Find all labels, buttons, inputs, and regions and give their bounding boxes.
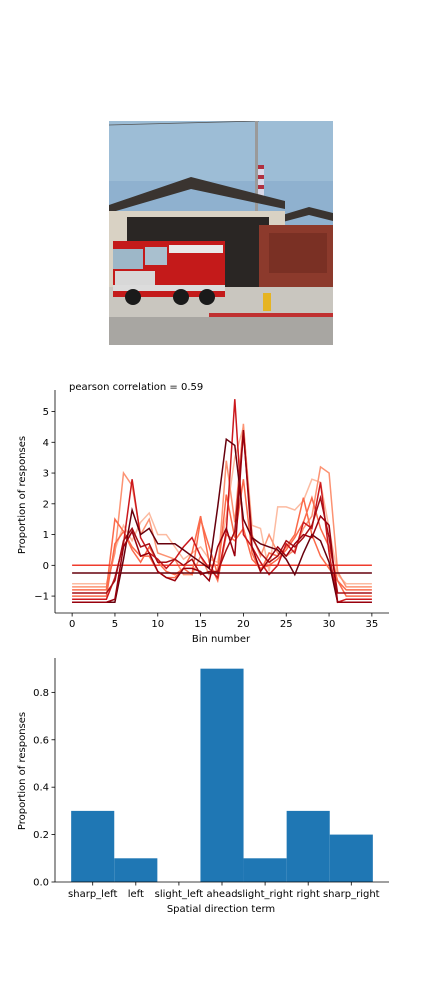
x-tick-label: 10 [151,619,164,630]
bar-chart-axes: sharp_left left slight_left ahead slight_rig… [33,658,389,900]
y-tick-label: 2 [43,499,49,510]
y-tick-label: 0 [43,561,49,572]
bar-sharp_right [329,834,373,882]
bar-ahead [200,668,244,882]
x-tick-label: 5 [112,619,118,630]
chart-title: pearson correlation = 0.59 [69,382,203,393]
bar-slight_right [243,858,287,882]
x-tick-label: 25 [280,619,293,630]
series-line-9 [72,429,372,603]
y-tick-label: 0.2 [33,830,49,841]
y-tick-label: 0.0 [33,878,49,889]
y-tick-label: −1 [34,592,49,603]
series-line-8 [72,437,372,603]
bar-chart: sharp_left left slight_left ahead slight_rig… [17,658,389,915]
x-tick-label: 20 [237,619,250,630]
x-tick-label: sharp_left [68,889,117,900]
bar-group [71,668,373,882]
line-chart: pearson correlation = 0.59 0 5 10 15 20 25 30 3… [17,382,389,645]
line-series-group [72,399,372,604]
x-tick-label: sharp_right [323,889,380,900]
fire-station-photo [109,121,333,345]
bar-sharp_left [71,810,115,882]
x-tick-label: right [296,889,320,900]
y-tick-label: 1 [43,530,49,541]
x-tick-label: slight_left [155,889,204,900]
x-tick-label: 15 [194,619,207,630]
y-axis-label: Proportion of responses [17,712,28,830]
x-tick-label: 0 [69,619,75,630]
y-axis-label: Proportion of responses [17,436,28,554]
x-axis-label: Spatial direction term [167,904,275,915]
x-tick-label: ahead [206,889,237,900]
x-tick-label: left [128,889,144,900]
y-tick-label: 0.8 [33,688,49,699]
series-line-4 [72,479,372,597]
x-axis-label: Bin number [192,634,251,645]
x-tick-label: 30 [323,619,336,630]
y-tick-label: 5 [43,407,49,418]
y-tick-label: 4 [43,438,49,449]
bar-left [114,858,158,882]
y-tick-label: 0.4 [33,783,49,794]
bar-right [286,810,330,882]
line-chart-axes: 0 5 10 15 20 25 30 35 −1 0 1 2 3 4 5 [34,390,389,630]
x-tick-label: 35 [366,619,379,630]
x-tick-label: slight_right [237,889,293,900]
series-line-6 [72,433,372,594]
series-line-1 [72,423,372,588]
y-tick-label: 0.6 [33,735,49,746]
y-tick-label: 3 [43,469,49,480]
